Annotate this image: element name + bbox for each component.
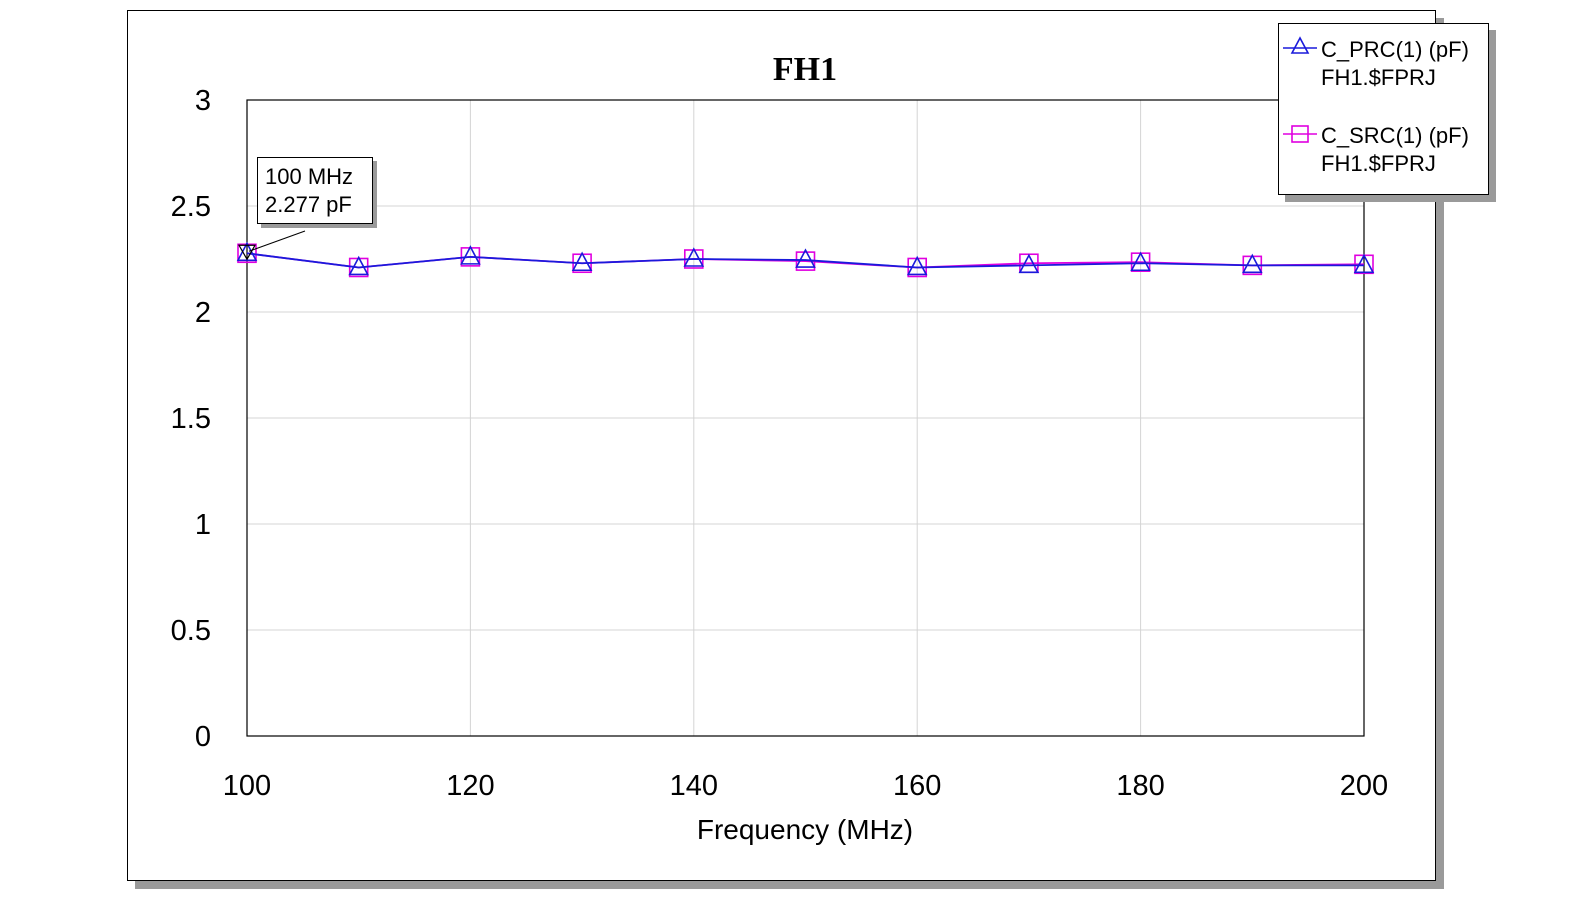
triangle-marker-icon (1283, 36, 1317, 54)
x-tick-label-180: 180 (1116, 770, 1164, 802)
chart-title: FH1 (773, 51, 837, 88)
annotation-value: 2.277 pF (265, 192, 352, 217)
legend-entry-c-src[interactable]: C_SRC(1) (pF) FH1.$FPRJ (1279, 110, 1488, 176)
legend: C_PRC(1) (pF) FH1.$FPRJ C_SRC(1) (pF) FH… (1278, 23, 1489, 195)
grid-layer (247, 100, 1364, 736)
x-tick-label-100: 100 (223, 770, 271, 802)
x-axis-label: Frequency (MHz) (697, 814, 913, 845)
series-layer (236, 241, 1375, 278)
active-marker-icon[interactable] (237, 244, 257, 261)
legend-label-c-src: C_SRC(1) (pF) (1321, 123, 1469, 148)
x-tick-label-160: 160 (893, 770, 941, 802)
y-tick-label-2: 1 (195, 509, 211, 541)
legend-entry-c-prc[interactable]: C_PRC(1) (pF) FH1.$FPRJ (1279, 24, 1488, 90)
plot-area-border (246, 99, 1365, 737)
y-tick-label-6: 3 (195, 85, 211, 117)
point-c-prc-110[interactable] (348, 255, 370, 276)
y-tick-label-1: 0.5 (171, 615, 211, 647)
point-c-prc-150[interactable] (795, 248, 816, 268)
point-c-prc-200[interactable] (1353, 253, 1375, 274)
x-tick-label-120: 120 (446, 770, 494, 802)
legend-sublabel-c-src: FH1.$FPRJ (1321, 151, 1436, 176)
point-c-prc-180[interactable] (1130, 251, 1151, 272)
point-c-prc-170[interactable] (1018, 253, 1040, 274)
point-c-prc-160[interactable] (906, 255, 928, 276)
point-c-prc-190[interactable] (1241, 253, 1263, 274)
x-tick-label-200: 200 (1340, 770, 1388, 802)
annotation-frequency: 100 MHz (265, 164, 354, 189)
annotation-leader-line (248, 230, 306, 252)
x-tick-labels: 100 120 140 160 180 200 (223, 770, 1388, 802)
marker-annotation[interactable]: 100 MHz 2.277 pF (257, 157, 373, 224)
x-tick-label-140: 140 (670, 770, 718, 802)
legend-label-c-prc: C_PRC(1) (pF) (1321, 37, 1469, 62)
y-tick-labels: 0 0.5 1 1.5 2 2.5 3 (171, 85, 211, 753)
y-tick-label-5: 2.5 (171, 191, 211, 223)
series-line-c-prc (246, 252, 1364, 269)
y-tick-label-4: 2 (195, 297, 211, 329)
point-c-prc-120[interactable] (460, 245, 481, 265)
legend-sublabel-c-prc: FH1.$FPRJ (1321, 65, 1436, 90)
point-c-prc-130[interactable] (571, 251, 593, 272)
y-tick-label-3: 1.5 (171, 403, 211, 435)
y-tick-label-0: 0 (195, 721, 211, 753)
point-c-prc-140[interactable] (683, 247, 705, 267)
square-marker-icon (1283, 125, 1317, 143)
